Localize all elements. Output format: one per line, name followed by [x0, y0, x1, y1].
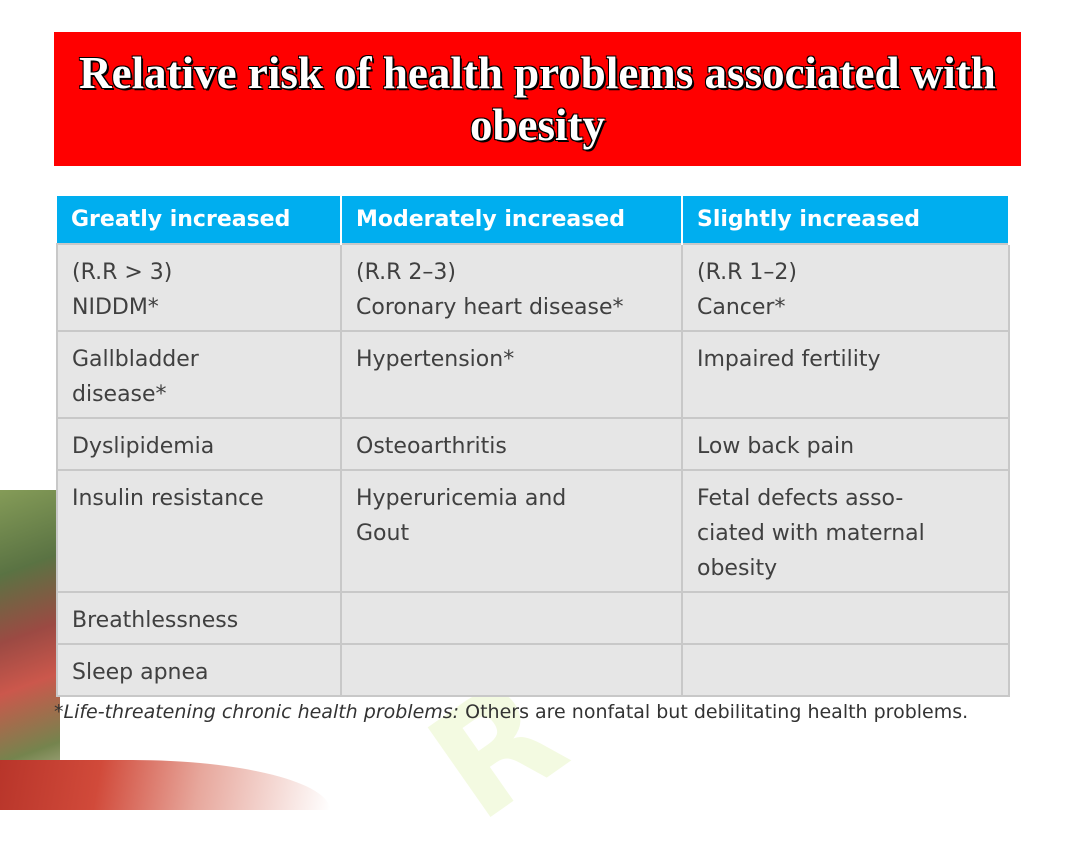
cell-line: disease*	[72, 382, 167, 407]
decorative-leaves-image	[0, 490, 60, 810]
table-cell-empty	[340, 643, 683, 697]
cell-line: (R.R 2–3)	[356, 260, 456, 285]
cell-line: Gout	[356, 521, 410, 546]
column-header-slightly: Slightly increased	[682, 196, 1010, 244]
cell-line: Impaired fertility	[697, 347, 881, 372]
table-cell-empty	[681, 643, 1010, 697]
cell-line: (R.R > 3)	[72, 260, 173, 285]
table-cell: Dyslipidemia	[56, 417, 342, 471]
footnote-italic: *Life-threatening chronic health problem…	[54, 701, 460, 723]
slide-title: Relative risk of health problems associa…	[79, 48, 996, 150]
table-cell: Hyperuricemia and Gout	[340, 469, 683, 593]
cell-line: Cancer*	[697, 295, 786, 320]
footnote-rest: Others are nonfatal but debilitating hea…	[459, 701, 969, 723]
table-cell: Osteoarthritis	[340, 417, 683, 471]
cell-line: Coronary heart disease*	[356, 295, 624, 320]
risk-table: Greatly increased Moderately increased S…	[56, 196, 1010, 697]
cell-line: obesity	[697, 556, 778, 581]
table-cell: Fetal defects asso- ciated with maternal…	[681, 469, 1010, 593]
table-cell: Gallbladder disease*	[56, 330, 342, 419]
table-cell: Insulin resistance	[56, 469, 342, 593]
cell-line: Low back pain	[697, 434, 855, 459]
cell-line: Hypertension*	[356, 347, 515, 372]
table-cell: Hypertension*	[340, 330, 683, 419]
title-banner: Relative risk of health problems associa…	[54, 32, 1021, 166]
table-cell-empty	[340, 591, 683, 645]
table-row: (R.R > 3) NIDDM* (R.R 2–3) Coronary hear…	[56, 243, 1010, 332]
cell-line: Fetal defects asso-	[697, 486, 904, 511]
column-header-greatly: Greatly increased	[57, 196, 342, 244]
table-row: Dyslipidemia Osteoarthritis Low back pai…	[56, 417, 1010, 471]
table-cell: Impaired fertility	[681, 330, 1010, 419]
cell-line: Hyperuricemia and	[356, 486, 567, 511]
cell-line: Osteoarthritis	[356, 434, 507, 459]
cell-line: Sleep apnea	[72, 660, 209, 685]
cell-line: Dyslipidemia	[72, 434, 215, 459]
cell-line: Insulin resistance	[72, 486, 264, 511]
cell-line: Gallbladder	[72, 347, 199, 372]
table-cell: (R.R 1–2) Cancer*	[681, 243, 1010, 332]
cell-line: NIDDM*	[72, 295, 159, 320]
table-row: Insulin resistance Hyperuricemia and Gou…	[56, 469, 1010, 593]
table-cell: (R.R 2–3) Coronary heart disease*	[340, 243, 683, 332]
table-cell: (R.R > 3) NIDDM*	[56, 243, 342, 332]
column-header-moderately: Moderately increased	[341, 196, 683, 244]
table-row: Breathlessness	[56, 591, 1010, 645]
table-cell-empty	[681, 591, 1010, 645]
footnote: *Life-threatening chronic health problem…	[54, 694, 1024, 730]
table-cell: Low back pain	[681, 417, 1010, 471]
table-cell: Sleep apnea	[56, 643, 342, 697]
cell-line: (R.R 1–2)	[697, 260, 797, 285]
table-cell: Breathlessness	[56, 591, 342, 645]
table-header-row: Greatly increased Moderately increased S…	[57, 196, 1010, 244]
decorative-leaf-corner	[0, 760, 330, 810]
cell-line: ciated with maternal	[697, 521, 925, 546]
table-row: Gallbladder disease* Hypertension* Impai…	[56, 330, 1010, 419]
cell-line: Breathlessness	[72, 608, 239, 633]
table-row: Sleep apnea	[56, 643, 1010, 697]
